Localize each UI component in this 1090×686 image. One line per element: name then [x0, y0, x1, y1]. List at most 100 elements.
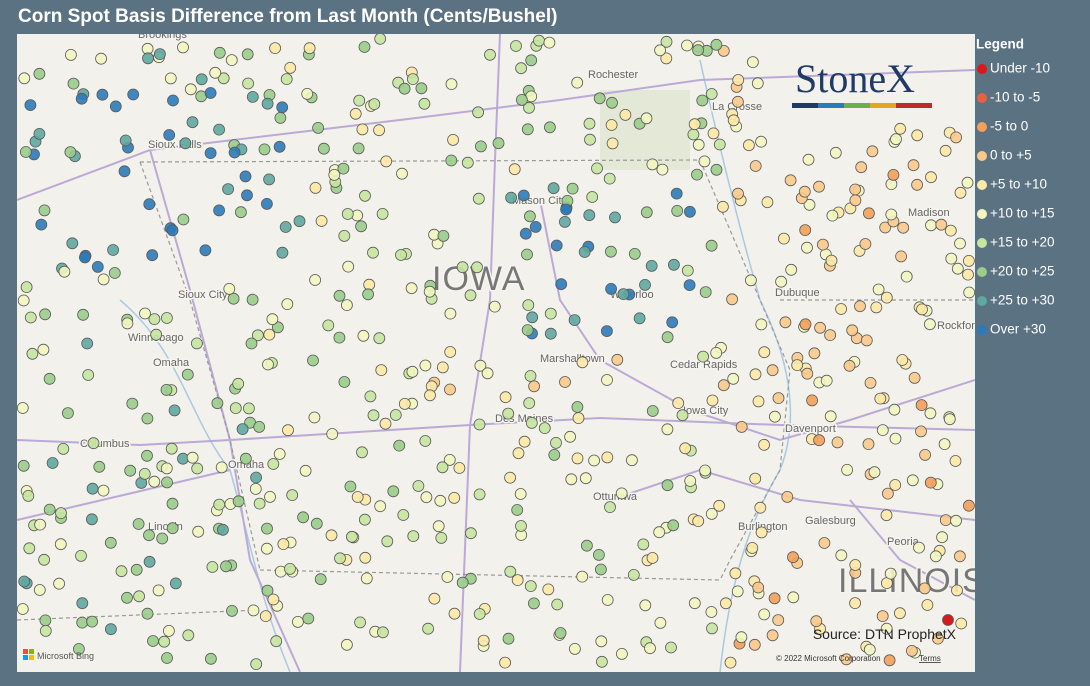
station-dot: [754, 501, 767, 514]
station-dot: [473, 488, 486, 501]
station-dot: [166, 497, 179, 510]
station-dot: [213, 123, 226, 136]
station-dot: [284, 563, 296, 575]
station-dot: [872, 283, 885, 296]
station-dot: [307, 354, 319, 367]
station-dot: [688, 118, 701, 131]
station-dot: [654, 44, 666, 57]
station-dot: [769, 410, 781, 423]
station-dot: [826, 209, 839, 222]
station-dot: [945, 252, 958, 265]
station-dot: [229, 402, 242, 415]
legend-label[interactable]: 0 to +5: [990, 148, 1032, 163]
station-dot: [954, 237, 966, 250]
station-dot: [551, 598, 564, 611]
station-dot: [576, 356, 589, 369]
station-dot: [849, 559, 862, 571]
station-dot: [127, 88, 140, 101]
place-label: Sioux Falls: [148, 139, 202, 151]
station-dot: [232, 495, 245, 508]
station-dot: [444, 383, 456, 396]
station-dot: [345, 530, 358, 543]
station-dot: [249, 482, 262, 495]
station-dot: [885, 208, 898, 221]
station-dot: [374, 500, 387, 513]
legend-label[interactable]: Over +30: [990, 322, 1046, 337]
station-dot: [667, 519, 680, 532]
station-dot: [153, 48, 166, 60]
station-dot: [299, 464, 312, 477]
station-dot: [24, 99, 37, 111]
station-dot: [761, 196, 774, 209]
station-dot: [588, 454, 600, 467]
place-label: Rochester: [588, 69, 638, 81]
station-dot: [710, 163, 723, 176]
station-dot: [824, 410, 837, 423]
station-dot: [206, 561, 219, 573]
station-dot: [676, 409, 689, 422]
station-dot: [423, 285, 436, 298]
station-dot: [745, 274, 757, 287]
station-dot: [62, 407, 74, 420]
station-dot: [544, 327, 557, 340]
legend-label[interactable]: +20 to +25: [990, 264, 1055, 279]
station-dot: [261, 584, 274, 597]
terms-link[interactable]: Terms: [919, 654, 941, 663]
station-dot: [550, 239, 563, 252]
station-dot: [611, 353, 624, 366]
station-dot: [814, 321, 826, 334]
station-dot: [270, 635, 283, 648]
station-dot: [907, 159, 920, 172]
station-dot: [571, 76, 584, 89]
station-dot: [732, 95, 744, 108]
station-dot: [53, 577, 65, 590]
legend-label[interactable]: +25 to +30: [990, 293, 1055, 308]
station-dot: [743, 139, 755, 152]
station-dot: [148, 313, 161, 326]
station-dot: [633, 312, 646, 325]
station-dot: [684, 475, 697, 487]
station-dot: [381, 535, 394, 548]
station-dot: [162, 625, 175, 637]
station-dot: [566, 182, 579, 195]
legend-label[interactable]: Under -10: [990, 61, 1050, 76]
place-label: Rockford: [937, 320, 981, 332]
station-dot: [359, 189, 371, 202]
legend-label[interactable]: +15 to +20: [990, 235, 1055, 250]
station-dot: [79, 251, 91, 264]
station-dot: [405, 282, 418, 295]
station-dot: [818, 537, 831, 549]
station-dot: [894, 607, 906, 620]
station-dot: [443, 453, 456, 466]
station-dot: [911, 178, 923, 191]
legend-label[interactable]: +5 to +10: [990, 177, 1047, 192]
legend-label[interactable]: -10 to -5: [990, 90, 1040, 105]
station-dot: [228, 146, 241, 159]
station-dot: [246, 293, 259, 306]
station-dot: [54, 538, 67, 551]
station-dot: [253, 497, 266, 510]
station-dot: [951, 584, 963, 597]
station-dot: [591, 162, 603, 175]
station-dot: [950, 514, 962, 527]
station-dot: [504, 471, 517, 484]
station-dot: [687, 128, 700, 141]
station-dot: [242, 402, 255, 415]
station-dot: [963, 499, 975, 512]
station-dot: [337, 162, 350, 175]
station-dot: [705, 606, 718, 618]
station-dot: [147, 635, 159, 647]
station-dot: [835, 549, 848, 562]
station-dot: [354, 616, 367, 629]
place-label: Brookings: [138, 29, 187, 41]
legend-label[interactable]: +10 to +15: [990, 206, 1055, 221]
station-dot: [395, 249, 407, 261]
station-dot: [615, 487, 628, 500]
station-dots: [17, 34, 975, 670]
station-dot: [544, 121, 556, 134]
station-dot: [864, 376, 877, 389]
station-dot: [420, 491, 433, 504]
station-dot: [880, 622, 893, 635]
legend-label[interactable]: -5 to 0: [990, 119, 1028, 134]
station-dot: [422, 622, 435, 635]
